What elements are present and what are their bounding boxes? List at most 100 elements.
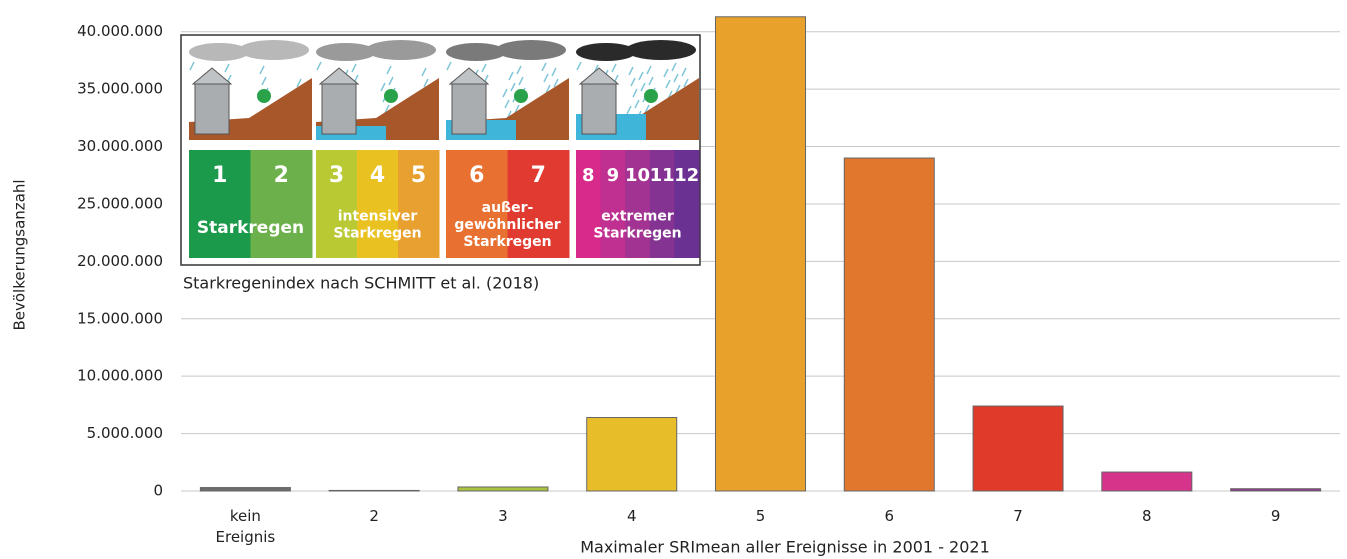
level-cell (507, 150, 570, 258)
cloud (239, 40, 309, 60)
roof (448, 67, 490, 85)
rain (626, 105, 632, 115)
level-number: 6 (469, 163, 484, 188)
rain (384, 104, 390, 114)
level-cell (189, 150, 251, 258)
level-cell (357, 150, 399, 258)
rain (611, 63, 617, 73)
bar (328, 489, 420, 492)
rain (421, 67, 427, 77)
tree (257, 89, 271, 103)
x-tick-label: 2 (369, 507, 379, 525)
tree (514, 89, 528, 103)
y-tick-label: 5.000.000 (87, 424, 163, 442)
rain (553, 78, 559, 88)
bar (1230, 488, 1322, 492)
rain (296, 78, 302, 88)
rain (673, 73, 679, 83)
rain (543, 73, 549, 83)
rain (481, 63, 487, 73)
level-cell (576, 150, 602, 258)
house (194, 81, 230, 135)
y-tick-label: 15.000.000 (77, 309, 163, 327)
house (451, 81, 487, 135)
bar (715, 16, 806, 492)
rain (446, 61, 452, 71)
bar (457, 486, 549, 492)
rain (640, 82, 646, 92)
level-cell (674, 150, 700, 258)
level-cell (600, 150, 626, 258)
rain (261, 76, 267, 86)
level-label: intensiver (338, 209, 418, 225)
rain (514, 104, 520, 114)
rain (351, 63, 357, 73)
level-cell (250, 150, 313, 258)
level-number: 2 (274, 163, 289, 188)
rain (224, 63, 230, 73)
cloud (626, 40, 696, 60)
x-tick-label: kein Ereignis (215, 507, 276, 546)
rain (386, 65, 392, 75)
y-tick-label: 0 (153, 482, 163, 500)
rain (675, 84, 681, 94)
roof (318, 67, 360, 85)
rain (644, 104, 650, 114)
level-number: 11 (650, 165, 675, 186)
rain (545, 84, 551, 94)
level-number: 5 (411, 163, 426, 188)
inset-caption: Starkregenindex nach SCHMITT et al. (201… (183, 274, 539, 293)
tree (644, 89, 658, 103)
house (321, 81, 357, 135)
rain (638, 71, 644, 81)
y-tick-label: 35.000.000 (77, 80, 163, 98)
rain (502, 88, 508, 98)
rain (683, 78, 689, 88)
level-cell (398, 150, 440, 258)
level-number: 1 (212, 163, 227, 188)
cloud (316, 43, 376, 61)
rain (665, 79, 671, 89)
y-tick-label: 20.000.000 (77, 252, 163, 270)
rain (576, 61, 582, 71)
rain (630, 77, 636, 87)
x-tick-label: 6 (884, 507, 895, 525)
level-cell (446, 150, 508, 258)
rain (628, 66, 634, 76)
x-tick-label: 9 (1270, 507, 1281, 525)
level-number: 10 (625, 165, 650, 186)
rain (423, 78, 429, 88)
rain (541, 62, 547, 72)
roof (578, 67, 620, 85)
rain (388, 76, 394, 86)
cloud (496, 40, 566, 60)
x-tick-label: 3 (498, 507, 508, 525)
rain (508, 71, 514, 81)
y-tick-label: 30.000.000 (77, 137, 163, 155)
cloud (446, 43, 506, 61)
level-label: extremer (601, 209, 674, 225)
rain (551, 67, 557, 77)
rain (380, 82, 386, 92)
level-label: Starkregen (333, 226, 421, 242)
bar (199, 487, 291, 492)
house (581, 81, 617, 135)
tree (384, 89, 398, 103)
level-number: 3 (329, 163, 344, 188)
y-tick-label: 40.000.000 (77, 22, 163, 40)
rain (634, 99, 640, 109)
level-number: 9 (607, 165, 620, 186)
bar (586, 417, 678, 492)
rain (516, 65, 522, 75)
rain (316, 61, 322, 71)
y-axis-title: Bevölkerungsanzahl (11, 179, 29, 330)
x-tick-label: 4 (626, 507, 637, 525)
level-cell (316, 150, 358, 258)
roof (191, 67, 233, 85)
level-cell (649, 150, 675, 258)
level-label: Starkregen (197, 218, 304, 238)
rain (663, 68, 669, 78)
rain (189, 61, 195, 71)
